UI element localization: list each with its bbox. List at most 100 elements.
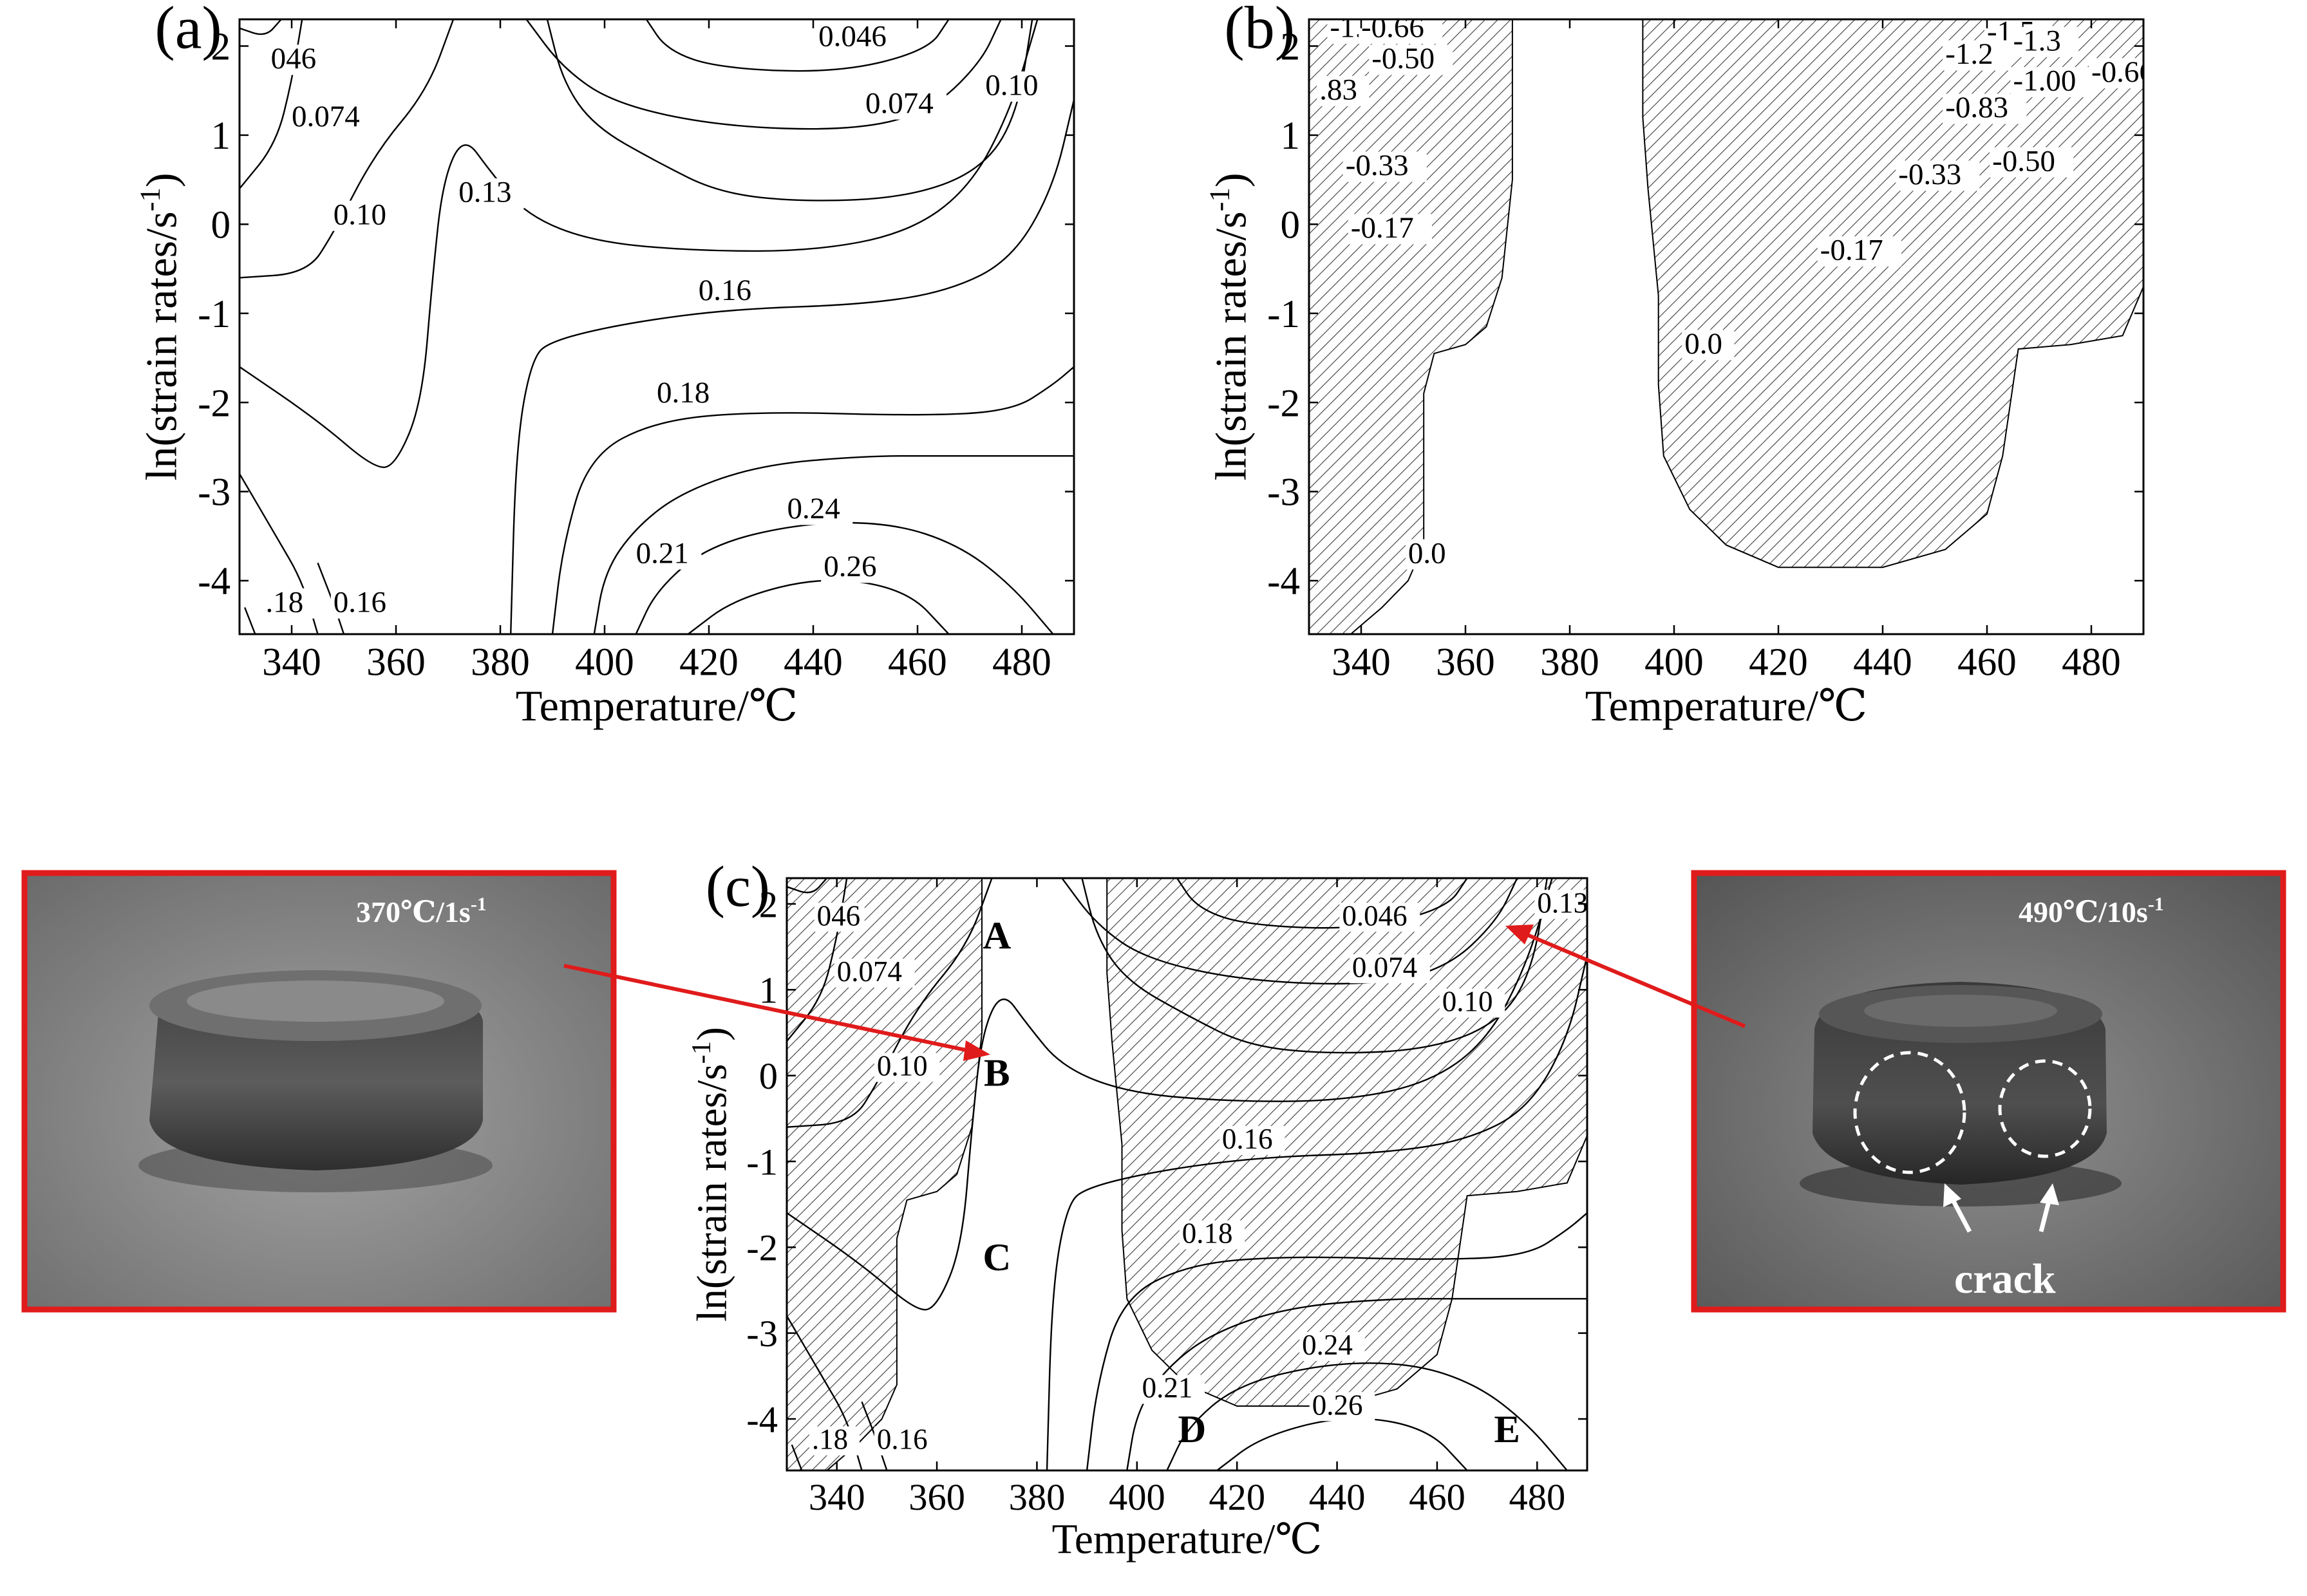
contour-line-0.16 bbox=[245, 608, 255, 635]
y-tick-label: -3 bbox=[746, 1313, 778, 1355]
x-axis-label: Temperature/℃ bbox=[1052, 1516, 1323, 1563]
y-tick-label: -2 bbox=[746, 1227, 778, 1269]
y-tick-label: 1 bbox=[759, 970, 778, 1011]
x-tick-label: 340 bbox=[1332, 641, 1391, 684]
contour-label: 0.13 bbox=[458, 176, 511, 209]
processing-map-b: -1.00-0.66-0.50.83-0.33-0.170.0-1.5-1.3-… bbox=[1203, 0, 2172, 730]
panel-label: (c) bbox=[706, 855, 770, 919]
contour-label: 0.074 bbox=[837, 955, 902, 988]
panel-label: (b) bbox=[1224, 0, 1295, 62]
contour-label: -0.66 bbox=[1361, 11, 1424, 44]
x-tick-label: 440 bbox=[1309, 1476, 1366, 1518]
contour-label: 0.18 bbox=[657, 376, 710, 409]
crack-label: crack bbox=[1954, 1255, 2056, 1302]
contour-label: 046 bbox=[271, 42, 317, 75]
contour-label: 0.0 bbox=[1408, 536, 1446, 570]
x-tick-label: 380 bbox=[1540, 641, 1599, 684]
contour-label: 0.0 bbox=[1684, 327, 1722, 361]
region-label-E: E bbox=[1494, 1408, 1520, 1451]
contour-label: -0.83 bbox=[1945, 91, 2008, 124]
contour-label: -0.17 bbox=[1351, 211, 1414, 245]
x-tick-label: 420 bbox=[1209, 1476, 1265, 1518]
contour-label: .18 bbox=[812, 1423, 848, 1456]
x-tick-label: 460 bbox=[1957, 641, 2017, 684]
y-tick-label: 1 bbox=[211, 115, 231, 158]
x-tick-label: 360 bbox=[909, 1476, 965, 1518]
contour-label: 0.18 bbox=[1182, 1217, 1233, 1250]
contour-label: -0.50 bbox=[1371, 42, 1435, 75]
hatched-region-right-instability bbox=[1107, 878, 1587, 1406]
x-tick-label: 420 bbox=[679, 641, 739, 684]
x-axis-label: Temperature/℃ bbox=[516, 681, 798, 730]
contour-line-0.26 bbox=[1217, 1419, 1467, 1470]
x-tick-label: 340 bbox=[809, 1476, 865, 1518]
plot-area: 046 0.074 0.10 0.046 0.074 0.10 0.13 0.16 0.18 0.… bbox=[787, 878, 1600, 1470]
x-tick-label: 340 bbox=[262, 641, 321, 684]
panel-label: (a) bbox=[155, 0, 221, 62]
region-label-A: A bbox=[983, 914, 1011, 957]
contour-label: .83 bbox=[1319, 73, 1357, 107]
x-tick-label: 460 bbox=[1409, 1476, 1465, 1518]
sample-left-image bbox=[138, 970, 493, 1192]
contour-label: 0.24 bbox=[1302, 1329, 1353, 1361]
contour-label: -0.33 bbox=[1346, 149, 1409, 182]
contour-label: 0.26 bbox=[1312, 1389, 1363, 1421]
y-tick-label: -3 bbox=[198, 471, 231, 514]
y-tick-label: -3 bbox=[1267, 471, 1300, 514]
x-axis-label: Temperature/℃ bbox=[1585, 681, 1867, 730]
contour-label: 0.074 bbox=[292, 100, 360, 133]
x-tick-label: 380 bbox=[471, 641, 530, 684]
contour-label: .18 bbox=[266, 585, 304, 619]
y-axis-label: ln(strain rates/s-1) bbox=[1203, 173, 1255, 480]
contour-label: -0.50 bbox=[1992, 144, 2055, 178]
plot-area: 0.046 046 0.074 0.074 0.10 0.10 0.13 0.16 0.18 0.… bbox=[240, 19, 1074, 634]
x-tick-label: 480 bbox=[992, 641, 1051, 684]
contour-label: 0.26 bbox=[824, 550, 876, 583]
contour-label: -0.66 bbox=[2091, 55, 2154, 89]
y-axis-label: ln(strain rates/s-1) bbox=[133, 173, 185, 480]
x-tick-label: 360 bbox=[1436, 641, 1495, 684]
contour-label: -1.3 bbox=[2013, 24, 2061, 57]
contour-label: 0.13 bbox=[1537, 887, 1588, 919]
contour-label: 0.16 bbox=[1222, 1123, 1273, 1155]
contour-label: 0.21 bbox=[636, 536, 689, 570]
region-label-C: C bbox=[983, 1236, 1011, 1279]
x-tick-label: 420 bbox=[1749, 641, 1808, 684]
contour-label: 0.16 bbox=[334, 585, 386, 619]
y-tick-label: -4 bbox=[1267, 560, 1300, 603]
x-tick-label: 400 bbox=[1644, 641, 1704, 684]
contour-label: 0.10 bbox=[1442, 986, 1493, 1018]
contour-label: 0.10 bbox=[334, 198, 386, 231]
contour-line-0.16 bbox=[511, 100, 1074, 634]
plot-area: -1.00-0.66-0.50.83-0.33-0.170.0-1.5-1.3-… bbox=[1309, 11, 2172, 634]
contour-label: 0.16 bbox=[699, 274, 751, 307]
contour-label: 0.046 bbox=[818, 20, 887, 53]
photo-right: crack 490℃/10s-1 bbox=[1694, 873, 2283, 1310]
hatched-region-right-instability bbox=[1643, 19, 2143, 567]
contour-label: 0.10 bbox=[877, 1050, 928, 1082]
contour-label: 046 bbox=[817, 899, 861, 932]
contour-line-0.26 bbox=[688, 580, 949, 634]
y-tick-label: -1 bbox=[198, 293, 231, 336]
y-tick-label: -2 bbox=[198, 382, 231, 425]
photo-left-caption: 370℃/1s-1 bbox=[356, 894, 487, 928]
contour-label: 0.046 bbox=[1342, 899, 1407, 932]
contour-label: -0.33 bbox=[1898, 158, 1961, 191]
x-tick-label: 400 bbox=[1109, 1476, 1165, 1518]
sample-right-image bbox=[1800, 982, 2122, 1206]
region-label-D: D bbox=[1178, 1408, 1206, 1451]
y-tick-label: 0 bbox=[211, 203, 231, 247]
photo-left: 370℃/1s-1 bbox=[24, 873, 614, 1310]
contour-label: -1.00 bbox=[2013, 64, 2076, 98]
x-tick-label: 360 bbox=[366, 641, 426, 684]
y-tick-label: 1 bbox=[1280, 115, 1300, 158]
contour-label: 0.16 bbox=[877, 1423, 928, 1456]
x-tick-label: 440 bbox=[784, 641, 843, 684]
contour-label: 0.074 bbox=[1352, 951, 1417, 983]
y-tick-label: -4 bbox=[198, 560, 231, 603]
contour-line-0.046 bbox=[240, 19, 281, 34]
contour-label: 0.21 bbox=[1142, 1372, 1193, 1404]
x-tick-label: 400 bbox=[575, 641, 634, 684]
